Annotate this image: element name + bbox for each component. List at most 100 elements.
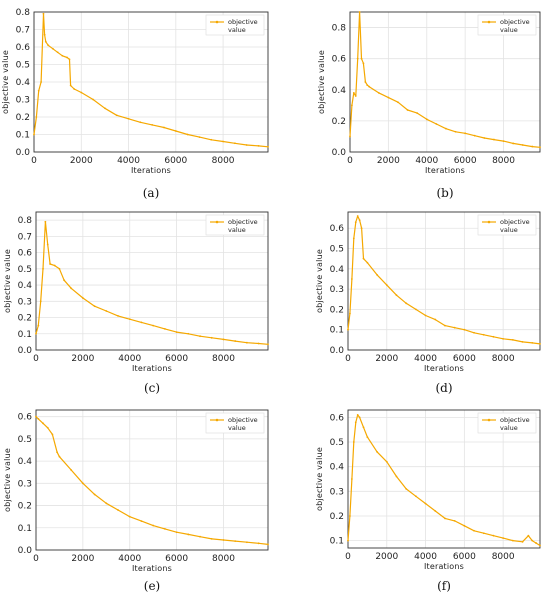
- data-point: [163, 327, 166, 330]
- data-point: [521, 340, 524, 343]
- data-point: [127, 117, 130, 120]
- x-axis-label: Iterations: [131, 166, 171, 175]
- data-point: [257, 542, 260, 545]
- x-tick-label: 2000: [71, 354, 94, 364]
- chart-panel-4: 0 2000 4000 6000 8000 0.0 0.1 0.2 0.3 0.4 0.5 0.6 It…: [315, 211, 541, 395]
- y-tick-label: 0.7: [18, 232, 32, 242]
- series-line-objective-value: [33, 13, 269, 148]
- data-point: [539, 343, 541, 345]
- data-point: [46, 426, 49, 429]
- data-point: [349, 312, 351, 315]
- data-point: [454, 130, 457, 133]
- legend-marker: [215, 220, 219, 224]
- data-point: [444, 324, 446, 327]
- data-point: [140, 520, 143, 523]
- data-point: [152, 524, 155, 527]
- data-point: [39, 300, 42, 303]
- y-tick-label: 0.8: [332, 24, 347, 34]
- data-point: [482, 333, 485, 336]
- y-tick-label: 0.5: [330, 245, 344, 255]
- panel-caption: (d): [435, 381, 452, 395]
- legend-marker: [215, 418, 219, 422]
- x-tick-label: 8000: [212, 156, 235, 166]
- data-point: [105, 310, 108, 312]
- data-point: [362, 62, 365, 65]
- series-line-objective-value: [347, 414, 541, 547]
- data-point: [473, 529, 475, 532]
- data-point: [245, 144, 248, 146]
- data-point: [37, 324, 40, 327]
- data-point: [46, 243, 49, 246]
- data-point: [351, 104, 353, 107]
- data-point: [40, 81, 42, 83]
- x-tick-label: 0: [345, 552, 351, 562]
- legend-label-line-1: objective: [500, 218, 530, 226]
- y-tick-label: 0.6: [330, 413, 345, 423]
- data-point: [360, 57, 363, 60]
- legend-box: [477, 14, 537, 36]
- data-point: [358, 416, 361, 419]
- data-point: [128, 318, 131, 321]
- chart-panel-5: 0 2000 4000 6000 8000 0.0 0.1 0.2 0.3 0.4 0.5 0.6 It…: [3, 409, 269, 593]
- data-point: [49, 263, 51, 265]
- data-point: [174, 130, 177, 132]
- x-tick-label: 8000: [492, 552, 515, 562]
- y-tick-label: 0.5: [18, 435, 32, 445]
- legend-label-line-1: objective: [228, 18, 258, 26]
- x-axis-label: Iterations: [132, 364, 172, 373]
- y-axis-label: objective value: [315, 447, 324, 511]
- data-point: [222, 338, 225, 341]
- legend-label-line-1: objective: [228, 416, 258, 424]
- y-tick-label: 0.8: [18, 216, 33, 226]
- data-point: [222, 140, 224, 143]
- x-axis-label: Iterations: [424, 364, 464, 373]
- y-tick-label: 0.2: [330, 512, 344, 522]
- data-point: [66, 56, 68, 59]
- data-point: [512, 142, 515, 145]
- data-point: [434, 510, 437, 512]
- x-tick-label: 6000: [165, 554, 188, 564]
- data-point: [376, 274, 378, 276]
- data-point: [352, 91, 355, 94]
- data-point: [163, 126, 165, 129]
- data-point: [531, 539, 534, 542]
- data-point: [58, 267, 61, 270]
- data-point: [246, 541, 248, 544]
- data-point: [234, 540, 237, 543]
- data-point: [37, 89, 40, 92]
- x-tick-label: 4000: [118, 554, 141, 564]
- data-point: [453, 519, 456, 522]
- y-tick-label: 0.6: [18, 413, 33, 423]
- data-point: [397, 101, 399, 104]
- data-point: [539, 146, 541, 149]
- plot-frame: [347, 211, 541, 351]
- data-point: [104, 107, 106, 110]
- y-tick-label: 0.0: [18, 546, 33, 556]
- x-tick-label: 4000: [415, 156, 438, 166]
- data-point: [360, 227, 363, 230]
- data-point: [358, 11, 361, 13]
- y-tick-label: 0.4: [330, 265, 345, 275]
- data-point: [80, 91, 83, 94]
- data-point: [444, 517, 446, 520]
- x-tick-label: 0: [347, 156, 353, 166]
- data-point: [35, 415, 37, 418]
- y-tick-label: 0.2: [16, 113, 30, 123]
- y-tick-label: 0.1: [330, 537, 344, 547]
- data-point: [511, 539, 514, 542]
- data-point: [73, 88, 76, 90]
- data-point: [56, 451, 58, 454]
- data-point: [405, 487, 408, 490]
- data-point: [44, 40, 47, 43]
- data-point: [539, 544, 541, 547]
- data-point: [483, 137, 486, 139]
- legend-label-line-2: value: [228, 26, 246, 34]
- y-tick-label: 0.6: [330, 224, 345, 234]
- x-tick-label: 6000: [453, 552, 476, 562]
- data-point: [43, 33, 46, 36]
- x-axis-label: Iterations: [132, 564, 172, 573]
- y-tick-label: 0.5: [16, 61, 30, 71]
- y-tick-label: 0.3: [330, 285, 344, 295]
- legend-label-line-2: value: [228, 226, 246, 234]
